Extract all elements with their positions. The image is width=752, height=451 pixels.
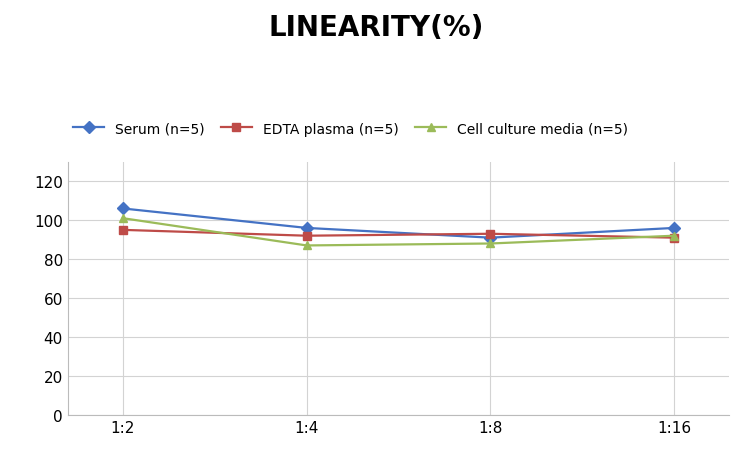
Text: LINEARITY(%): LINEARITY(%)	[268, 14, 484, 41]
Line: Serum (n=5): Serum (n=5)	[119, 205, 678, 242]
Cell culture media (n=5)	[486, 241, 495, 247]
Line: Cell culture media (n=5): Cell culture media (n=5)	[119, 215, 678, 250]
EDTA plasma (n=5)	[486, 231, 495, 237]
Line: EDTA plasma (n=5): EDTA plasma (n=5)	[119, 226, 678, 242]
EDTA plasma (n=5)	[118, 228, 127, 233]
Serum (n=5)	[670, 226, 679, 231]
EDTA plasma (n=5)	[302, 234, 311, 239]
Legend: Serum (n=5), EDTA plasma (n=5), Cell culture media (n=5): Serum (n=5), EDTA plasma (n=5), Cell cul…	[68, 117, 633, 142]
Cell culture media (n=5)	[670, 234, 679, 239]
Serum (n=5)	[302, 226, 311, 231]
EDTA plasma (n=5)	[670, 235, 679, 241]
Cell culture media (n=5)	[302, 243, 311, 249]
Cell culture media (n=5)	[118, 216, 127, 221]
Serum (n=5)	[486, 235, 495, 241]
Serum (n=5)	[118, 206, 127, 212]
